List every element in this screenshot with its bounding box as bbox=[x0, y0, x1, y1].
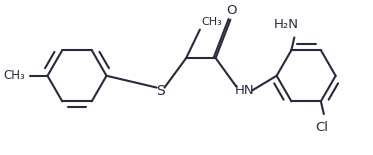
Text: H₂N: H₂N bbox=[274, 18, 299, 31]
Text: Cl: Cl bbox=[316, 121, 329, 134]
Text: CH₃: CH₃ bbox=[201, 17, 222, 27]
Text: CH₃: CH₃ bbox=[3, 69, 25, 82]
Text: O: O bbox=[226, 4, 236, 17]
Text: S: S bbox=[156, 84, 165, 97]
Text: HN: HN bbox=[234, 84, 254, 97]
